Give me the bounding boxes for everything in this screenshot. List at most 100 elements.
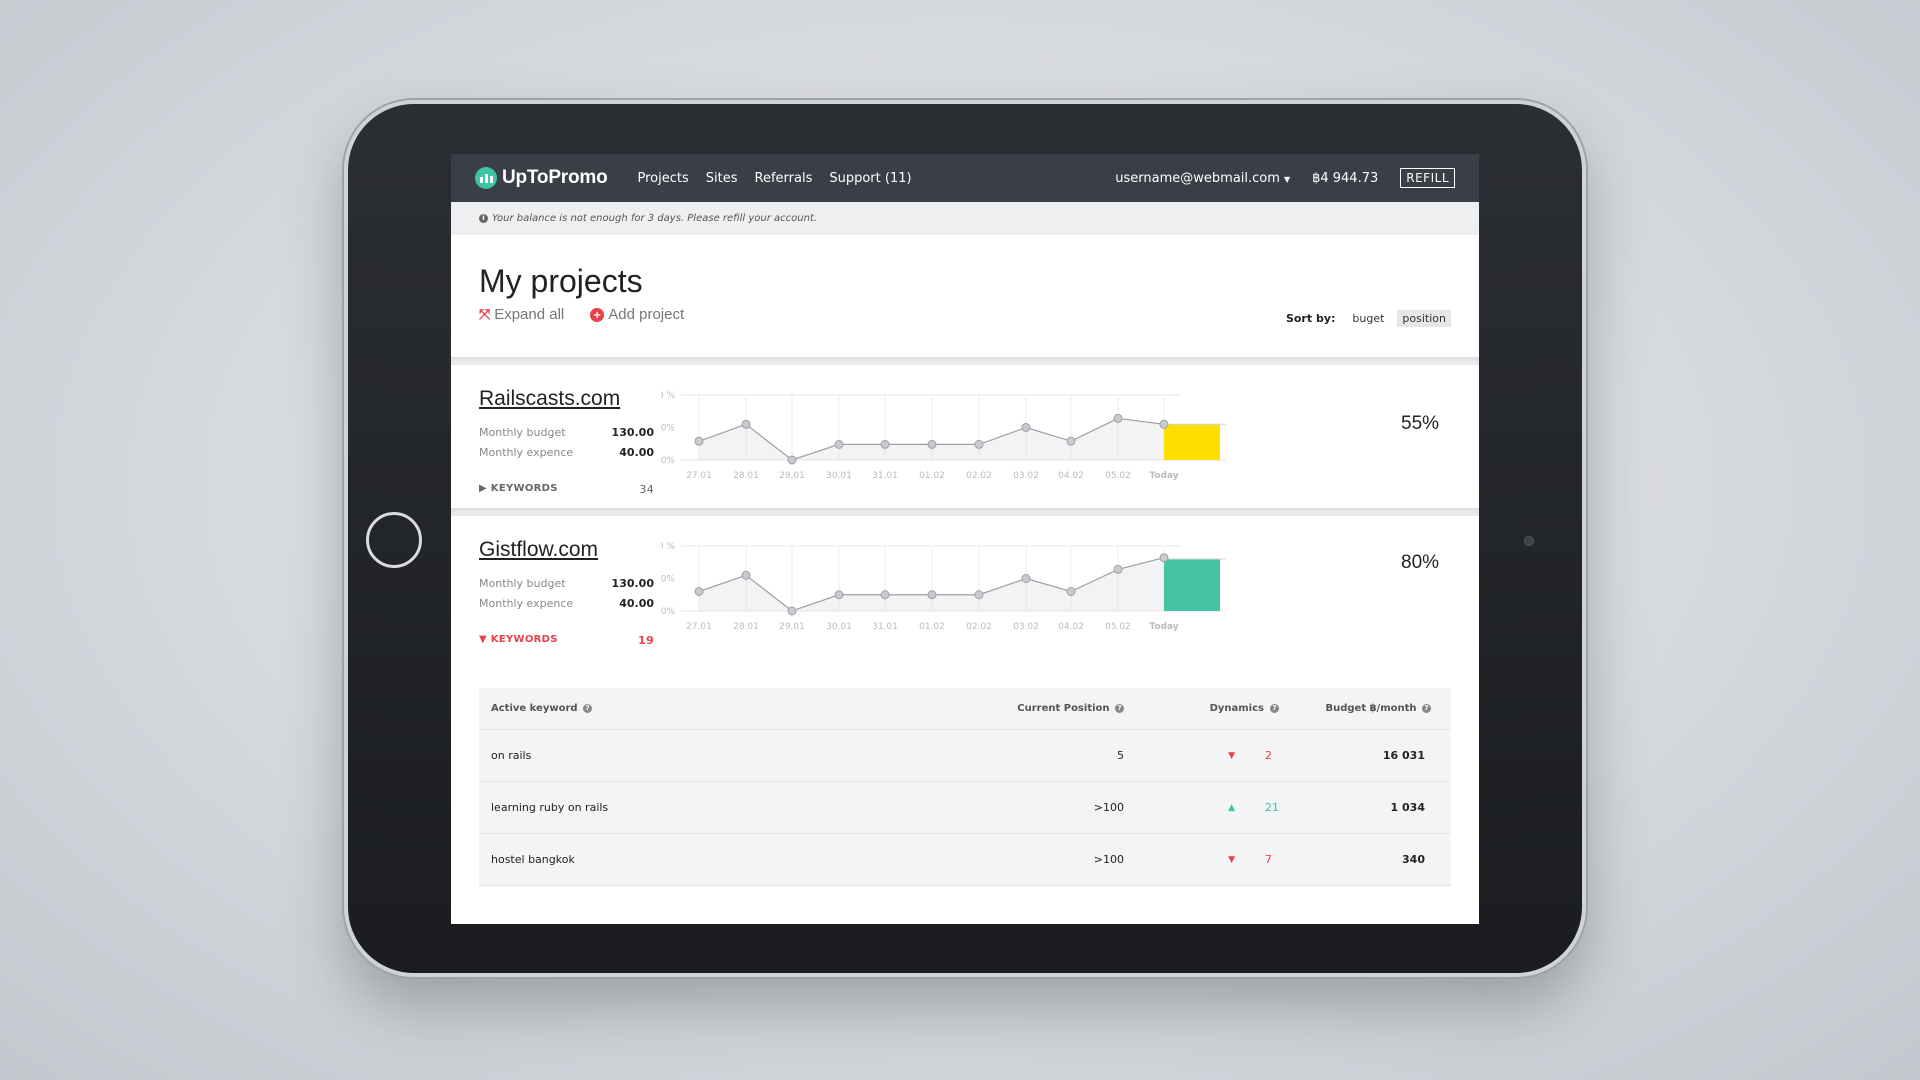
header-keyword[interactable]: Active keyword ? — [479, 703, 1009, 714]
keywords-count: 19 — [638, 634, 654, 647]
header-dynamics[interactable]: Dynamics ? — [1124, 703, 1279, 714]
x-tick-label: 27.01 — [686, 622, 712, 632]
header-position[interactable]: Current Position ? — [1009, 703, 1124, 714]
project-name-link[interactable]: Gistflow.com — [479, 538, 599, 561]
data-point — [1159, 419, 1169, 429]
sort-option-budget[interactable]: buget — [1352, 312, 1385, 325]
stat-label: Monthly expence — [479, 597, 574, 610]
camera-icon — [1524, 536, 1534, 546]
data-point — [1021, 423, 1031, 432]
nav-link-projects[interactable]: Projects — [637, 170, 689, 186]
home-button[interactable] — [366, 512, 422, 568]
sort-option-position[interactable]: position — [1397, 310, 1451, 327]
x-tick-label: 01.02 — [919, 622, 945, 632]
percent-label: 55% — [1401, 413, 1440, 434]
y-tick-label: 0% — [661, 456, 675, 466]
cell-position: >100 — [1093, 801, 1124, 814]
header-budget[interactable]: Budget ฿/month ? — [1279, 703, 1437, 714]
keywords-toggle[interactable]: ▶ KEYWORDS 34 — [479, 483, 654, 496]
x-tick-label: 05.02 — [1105, 622, 1131, 632]
data-point — [974, 439, 984, 449]
x-tick-label: 31.01 — [872, 622, 898, 632]
keywords-toggle[interactable]: ▼ KEYWORDS 19 — [479, 634, 654, 647]
x-tick-label: 01.02 — [919, 471, 945, 481]
help-icon[interactable]: ? — [583, 703, 593, 713]
data-point — [787, 606, 797, 616]
dynamics-value: 7 — [1265, 853, 1272, 866]
brand-name: UpToPromo — [502, 167, 608, 188]
caret-down-icon: ▼ — [1283, 174, 1291, 184]
nav-links: Projects Sites Referrals Support (11) — [638, 171, 912, 186]
data-point — [927, 439, 937, 449]
data-point — [834, 590, 844, 600]
x-tick-label: 03.02 — [1013, 622, 1039, 632]
arrow-down-icon: ▼ — [1228, 750, 1235, 761]
data-point — [694, 587, 704, 596]
logo-bars-icon — [475, 167, 497, 189]
x-tick-label: 02.02 — [966, 622, 992, 632]
cell-dynamics: ▼ 7 — [1124, 853, 1279, 866]
plus-circle-icon: + — [590, 307, 605, 322]
x-tick-label: 02.02 — [966, 471, 992, 481]
x-tick-label: 31.01 — [872, 471, 898, 481]
add-project-button[interactable]: + Add project — [590, 306, 684, 323]
refill-button[interactable]: REFILL — [1400, 168, 1455, 188]
page-header: My projects ⤧ Expand all + Add project S… — [451, 235, 1479, 357]
nav-link-sites[interactable]: Sites — [705, 170, 738, 186]
triangle-down-icon: ▼ — [479, 634, 487, 645]
stat-label: Monthly expence — [479, 446, 574, 459]
series-area — [699, 557, 1164, 611]
x-tick-label: 30.01 — [826, 471, 852, 481]
x-tick-label: 29.01 — [779, 471, 805, 481]
arrow-up-icon: ▲ — [1228, 802, 1235, 813]
nav-link-referrals[interactable]: Referrals — [754, 170, 813, 186]
alert-text: Your balance is not enough for 3 days. P… — [492, 213, 818, 224]
project-stats: Monthly budget 130.00 Monthly expence 40.0… — [479, 426, 654, 459]
info-icon: i — [479, 214, 488, 223]
sort-label: Sort by: — [1285, 312, 1336, 325]
help-icon[interactable]: ? — [1270, 704, 1279, 713]
series-area — [699, 418, 1164, 460]
y-tick-label: 100 % — [661, 542, 675, 552]
logo[interactable]: UpToPromo — [475, 167, 608, 189]
nav-link-support[interactable]: Support (11) — [829, 170, 912, 186]
x-tick-label: Today — [1149, 471, 1178, 481]
cell-position: >100 — [1093, 853, 1124, 866]
header-label: Active keyword — [491, 703, 578, 714]
dynamics-value: 21 — [1265, 801, 1279, 814]
table-row[interactable]: on rails 5 ▼ 2 16 031 — [479, 730, 1451, 782]
stat-row-expence: Monthly expence 40.00 — [479, 446, 654, 459]
data-point — [1159, 553, 1169, 563]
help-icon[interactable]: ? — [1422, 703, 1431, 713]
project-stats: Monthly budget 130.00 Monthly expence 40.0… — [479, 577, 654, 610]
data-point — [787, 455, 797, 465]
expand-all-button[interactable]: ⤧ Expand all — [479, 306, 564, 323]
cell-budget: 1 034 — [1390, 801, 1425, 814]
help-icon[interactable]: ? — [1115, 703, 1124, 713]
today-bar — [1164, 424, 1220, 460]
data-point — [741, 419, 751, 429]
data-point — [1066, 436, 1076, 446]
stat-row-budget: Monthly budget 130.00 — [479, 577, 654, 590]
x-tick-label: 05.02 — [1105, 471, 1131, 481]
header-label: Current Position — [1017, 703, 1110, 714]
user-menu[interactable]: username@webmail.com ▼ — [1115, 171, 1290, 186]
add-project-label: Add project — [608, 306, 685, 323]
project-name-link[interactable]: Railscasts.com — [479, 387, 621, 410]
project-card-gistflow: Gistflow.com Monthly budget 130.00 Monthl… — [451, 516, 1479, 924]
top-navbar: UpToPromo Projects Sites Referrals Suppo… — [451, 154, 1479, 202]
header-label: Dynamics — [1209, 703, 1264, 714]
cell-budget: 16 031 — [1382, 749, 1425, 762]
table-row[interactable]: learning ruby on rails >100 ▲ 21 1 034 — [479, 782, 1451, 834]
balance-alert: i Your balance is not enough for 3 days.… — [451, 202, 1479, 235]
data-point — [1113, 413, 1123, 423]
cell-keyword: hostel bangkok — [491, 853, 575, 866]
project-summary: Railscasts.com Monthly budget 130.00 Mont… — [479, 387, 654, 466]
data-point — [974, 590, 984, 600]
table-row[interactable]: hostel bangkok >100 ▼ 7 340 — [479, 834, 1451, 886]
stat-value: 130.00 — [611, 426, 654, 439]
data-point — [880, 590, 890, 600]
today-bar — [1164, 559, 1220, 611]
data-point — [927, 590, 937, 600]
table-header: Active keyword ? Current Position ? Dyna… — [479, 688, 1451, 730]
